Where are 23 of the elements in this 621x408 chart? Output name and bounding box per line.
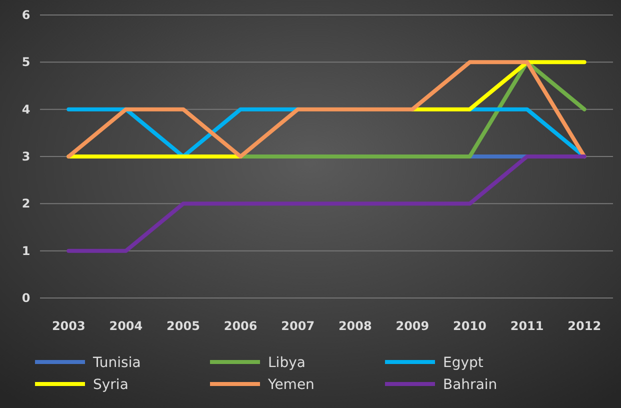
y-tick-label: 5 [22, 55, 30, 70]
x-tick-label: 2011 [510, 319, 544, 333]
legend-label: Bahrain [443, 377, 498, 393]
x-tick-label: 2005 [166, 319, 200, 333]
x-tick-label: 2007 [281, 319, 315, 333]
x-tick-label: 2009 [396, 319, 430, 333]
x-tick-label: 2003 [52, 319, 86, 333]
x-tick-label: 2004 [109, 319, 143, 333]
legend-label: Tunisia [92, 355, 141, 371]
y-tick-label: 2 [22, 196, 30, 211]
y-tick-label: 1 [22, 244, 30, 258]
x-tick-label: 2010 [453, 319, 486, 333]
legend-label: Yemen [267, 377, 314, 393]
x-tick-label: 2008 [338, 319, 372, 333]
y-tick-label: 0 [22, 291, 30, 305]
y-tick-label: 4 [22, 102, 30, 116]
y-tick-label: 6 [22, 8, 30, 22]
legend-label: Libya [268, 355, 306, 371]
x-tick-label: 2012 [568, 319, 602, 333]
x-tick-label: 2006 [224, 319, 258, 333]
y-tick-label: 3 [22, 150, 30, 164]
legend-label: Egypt [443, 355, 484, 371]
legend-label: Syria [93, 377, 128, 393]
